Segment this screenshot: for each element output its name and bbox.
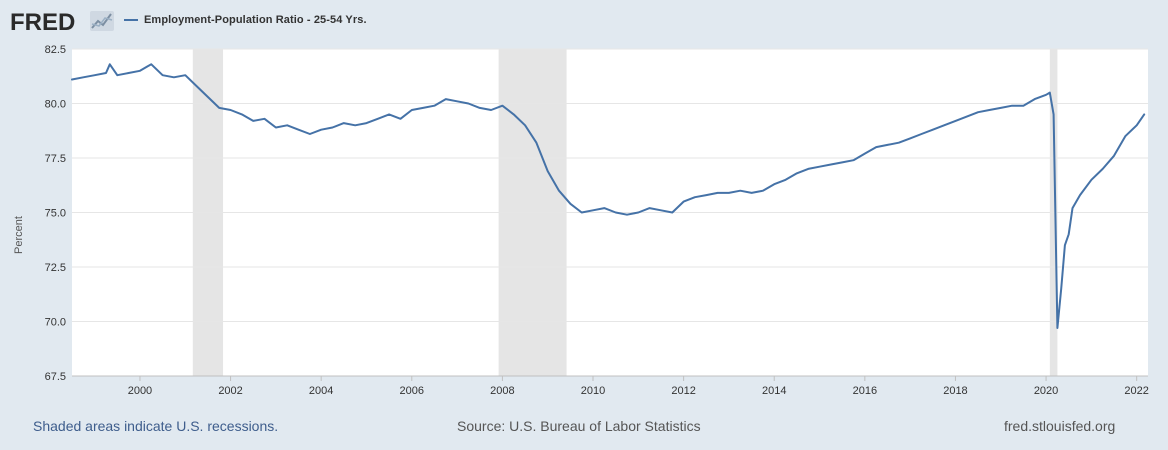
chart-legend: Employment-Population Ratio - 25-54 Yrs. (124, 12, 367, 28)
x-tick-label: 2012 (671, 385, 695, 397)
y-tick-label: 82.5 (45, 44, 66, 56)
x-tick-label: 2016 (853, 385, 877, 397)
y-tick-label: 72.5 (45, 262, 66, 274)
chart-header: FRED Employment-Population Ratio - 25-54… (0, 0, 1168, 44)
x-tick-label: 2008 (490, 385, 514, 397)
x-tick-label: 2010 (581, 385, 605, 397)
series-layer (71, 63, 1146, 329)
legend-swatch (124, 19, 138, 21)
line-chart: 67.570.072.575.077.580.082.5 2000 2002 200… (13, 44, 1149, 397)
x-tick-label: 2006 (400, 385, 424, 397)
series-line (71, 63, 1146, 329)
y-axis-ticks: 67.5 70.0 72.5 75.0 77.5 80.0 82.5 (45, 44, 66, 383)
gridlines (72, 48, 1148, 322)
y-tick-label: 75.0 (45, 208, 66, 220)
y-axis-label: Percent (13, 216, 25, 254)
x-tick-label: 2004 (309, 385, 333, 397)
y-tick-label: 67.5 (45, 371, 66, 383)
site-link[interactable]: fred.stlouisfed.org (1004, 418, 1116, 434)
x-tick-label: 2014 (762, 385, 786, 397)
fred-logo: FRED (10, 9, 114, 34)
legend-series-label: Employment-Population Ratio - 25-54 Yrs. (144, 14, 367, 26)
x-tick-label: 2022 (1124, 385, 1148, 397)
x-axis-ticks: 2000 2002 2004 2006 2008 2010 2012 2014 2016 2018… (72, 375, 1149, 397)
x-tick-label: 2020 (1034, 385, 1058, 397)
x-tick-label: 2000 (128, 385, 152, 397)
y-tick-label: 77.5 (45, 153, 66, 165)
recession-note[interactable]: Shaded areas indicate U.S. recessions. (33, 418, 279, 434)
x-tick-label: 2018 (943, 385, 967, 397)
y-tick-label: 70.0 (45, 317, 66, 329)
fred-chart-logo-icon (90, 11, 114, 31)
x-tick-label: 2002 (218, 385, 242, 397)
source-note: Source: U.S. Bureau of Labor Statistics (457, 418, 701, 434)
y-tick-label: 80.0 (45, 99, 66, 111)
fred-logo-text: FRED (10, 9, 75, 34)
